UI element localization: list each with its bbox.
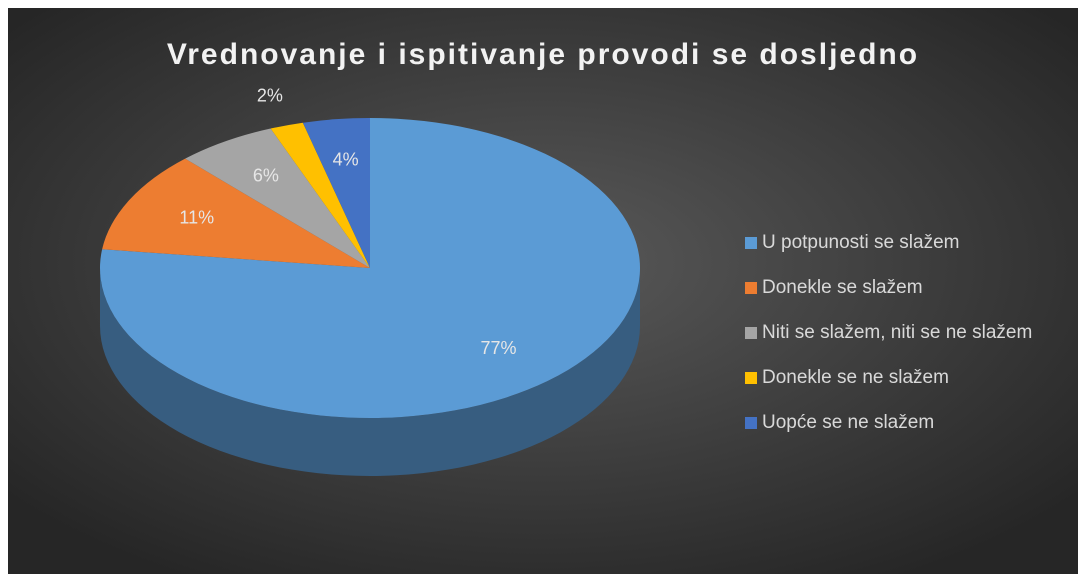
pie-slice xyxy=(302,118,370,268)
pie-slice xyxy=(270,122,370,268)
data-label: 77% xyxy=(481,338,517,358)
data-label: 4% xyxy=(333,150,359,170)
pie-slice xyxy=(185,128,370,268)
data-label: 6% xyxy=(253,166,279,186)
legend-swatch xyxy=(745,327,757,339)
legend-label: U potpunosti se slažem xyxy=(762,232,960,253)
data-label: 2% xyxy=(257,86,283,106)
legend-label: Niti se slažem, niti se ne slažem xyxy=(762,322,1032,343)
legend-label: Uopće se ne slažem xyxy=(762,412,934,433)
pie-side xyxy=(100,268,640,476)
data-label: 11% xyxy=(179,208,214,228)
chart-title: Vrednovanje i ispitivanje provodi se dos… xyxy=(167,38,919,71)
legend-swatch xyxy=(745,237,757,249)
pie-slice xyxy=(102,158,370,268)
legend-swatch xyxy=(745,372,757,384)
legend-label: Donekle se slažem xyxy=(762,277,923,298)
legend-swatch xyxy=(745,417,757,429)
legend-swatch xyxy=(745,282,757,294)
legend-label: Donekle se ne slažem xyxy=(762,367,949,388)
